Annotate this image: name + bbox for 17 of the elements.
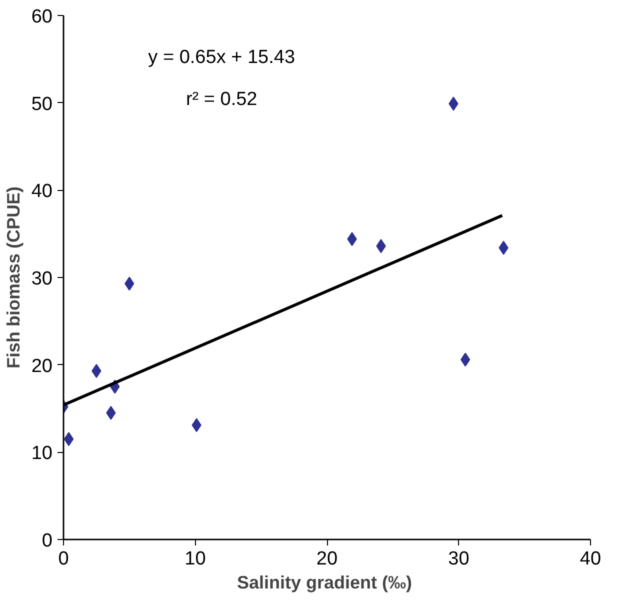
- y-tick-label: 20: [31, 356, 53, 377]
- y-axis-title: Fish biomass (CPUE): [3, 186, 24, 369]
- y-tick-label: 50: [31, 94, 53, 115]
- y-tick-label: 60: [31, 6, 53, 28]
- x-tick-label: 40: [580, 548, 602, 570]
- y-tick-label: 10: [31, 443, 53, 464]
- y-tick-label: 0: [42, 530, 53, 552]
- y-tick-label: 30: [31, 268, 53, 290]
- x-tick-label: 20: [316, 548, 338, 570]
- x-tick-label: 0: [58, 548, 69, 570]
- y-tick-label: 40: [31, 181, 53, 202]
- x-tick-label: 10: [184, 548, 206, 570]
- point: [64, 432, 74, 446]
- x-tick-label: 30: [448, 548, 470, 570]
- annotation: y = 0.65x + 15.43: [148, 46, 296, 68]
- x-axis-title: Salinity gradient (‰): [236, 572, 412, 592]
- annotation: r² = 0.52: [186, 88, 258, 110]
